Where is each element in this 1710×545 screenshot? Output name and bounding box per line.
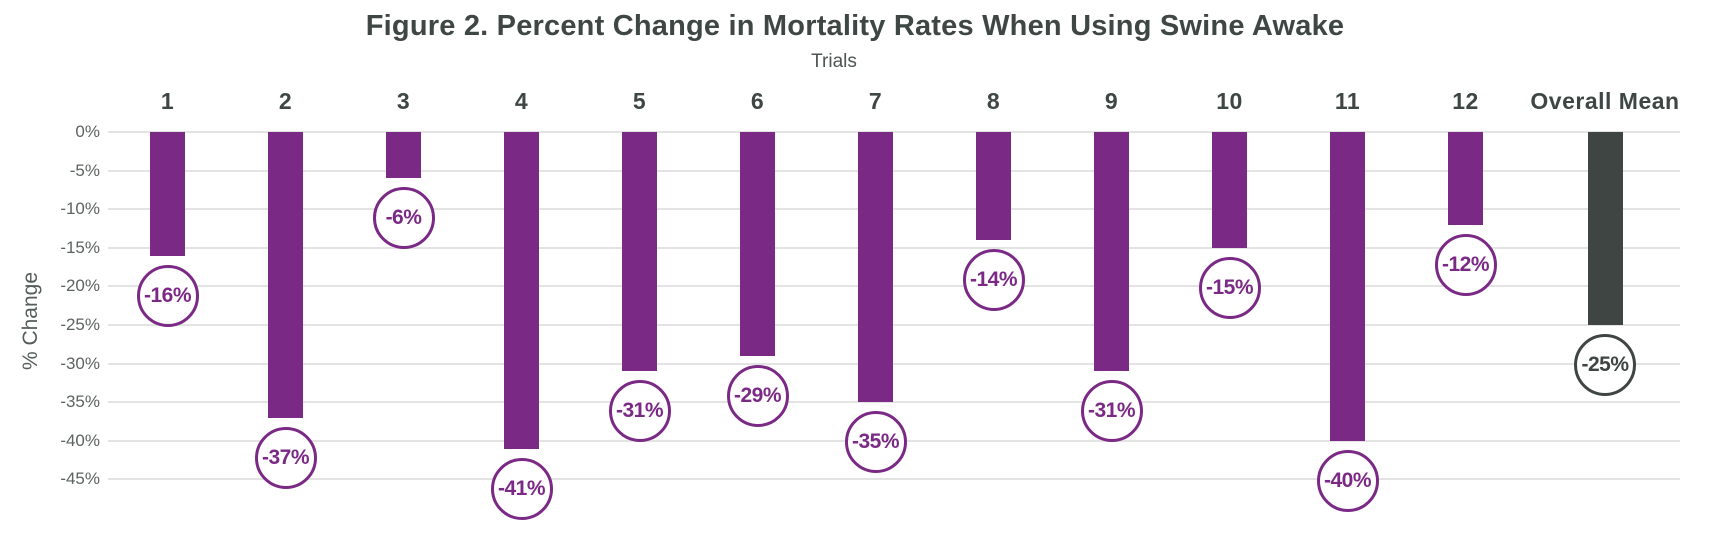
- column-header-7: 7: [868, 88, 883, 114]
- y-tick-label--40%: -40%: [60, 430, 100, 450]
- value-badge-10: -15%: [1198, 256, 1261, 319]
- value-badge-4: -41%: [490, 457, 553, 520]
- y-tick-label--45%: -45%: [60, 469, 100, 489]
- gridline--20%: [108, 285, 1680, 288]
- gridline--10%: [108, 208, 1680, 211]
- column-header-12: 12: [1452, 88, 1479, 114]
- value-badge-11: -40%: [1316, 449, 1379, 512]
- value-badge-7: -35%: [844, 411, 907, 474]
- column-header-3: 3: [396, 88, 411, 114]
- y-tick-label--30%: -30%: [60, 353, 100, 373]
- x-axis-title: Trials: [811, 51, 857, 72]
- value-badge-12: -12%: [1434, 233, 1497, 296]
- column-header-9: 9: [1104, 88, 1119, 114]
- bar-5: [622, 132, 657, 372]
- bar-7: [858, 132, 893, 403]
- gridline--15%: [108, 246, 1680, 249]
- column-header-6: 6: [750, 88, 765, 114]
- gridline--30%: [108, 362, 1680, 365]
- value-badge-5: -31%: [608, 380, 671, 443]
- column-header-4: 4: [514, 88, 529, 114]
- column-header-2: 2: [278, 88, 293, 114]
- bar-9: [1094, 132, 1129, 372]
- column-header-10: 10: [1216, 88, 1243, 114]
- column-header-1: 1: [160, 88, 175, 114]
- bar-8: [976, 132, 1011, 241]
- y-tick-label-0%: 0%: [75, 122, 100, 141]
- column-header-11: 11: [1334, 88, 1361, 114]
- bar-12: [1448, 132, 1483, 225]
- y-tick-label--10%: -10%: [60, 199, 100, 219]
- column-header-overall-mean: Overall Mean: [1530, 88, 1680, 114]
- y-tick-label--20%: -20%: [60, 276, 100, 296]
- bar-6: [740, 132, 775, 356]
- bar-overall-mean: [1587, 132, 1623, 325]
- column-header-5: 5: [632, 88, 647, 114]
- bar-10: [1212, 132, 1247, 248]
- y-tick-label--25%: -25%: [60, 315, 100, 334]
- y-tick-label--15%: -15%: [60, 237, 100, 257]
- value-badge-overall-mean: -25%: [1574, 334, 1636, 396]
- bar-3: [386, 132, 421, 179]
- value-badge-1: -16%: [136, 264, 199, 327]
- y-tick-label--5%: -5%: [69, 160, 100, 180]
- value-badge-2: -37%: [254, 426, 317, 489]
- gridline--35%: [108, 401, 1680, 404]
- bar-11: [1330, 132, 1365, 441]
- bar-4: [504, 132, 539, 449]
- value-badge-3: -6%: [372, 187, 435, 250]
- value-badge-6: -29%: [726, 364, 789, 427]
- gridline--45%: [108, 478, 1680, 481]
- y-tick-label--35%: -35%: [60, 392, 100, 412]
- gridline--25%: [108, 324, 1680, 326]
- value-badge-9: -31%: [1080, 380, 1143, 443]
- gridline--5%: [108, 169, 1680, 172]
- value-badge-8: -14%: [962, 249, 1025, 312]
- chart-title: Figure 2. Percent Change in Mortality Ra…: [365, 10, 1345, 42]
- gridline-0%: [108, 131, 1680, 133]
- bar-1: [150, 132, 185, 256]
- column-header-8: 8: [986, 88, 1001, 114]
- bar-2: [268, 132, 303, 418]
